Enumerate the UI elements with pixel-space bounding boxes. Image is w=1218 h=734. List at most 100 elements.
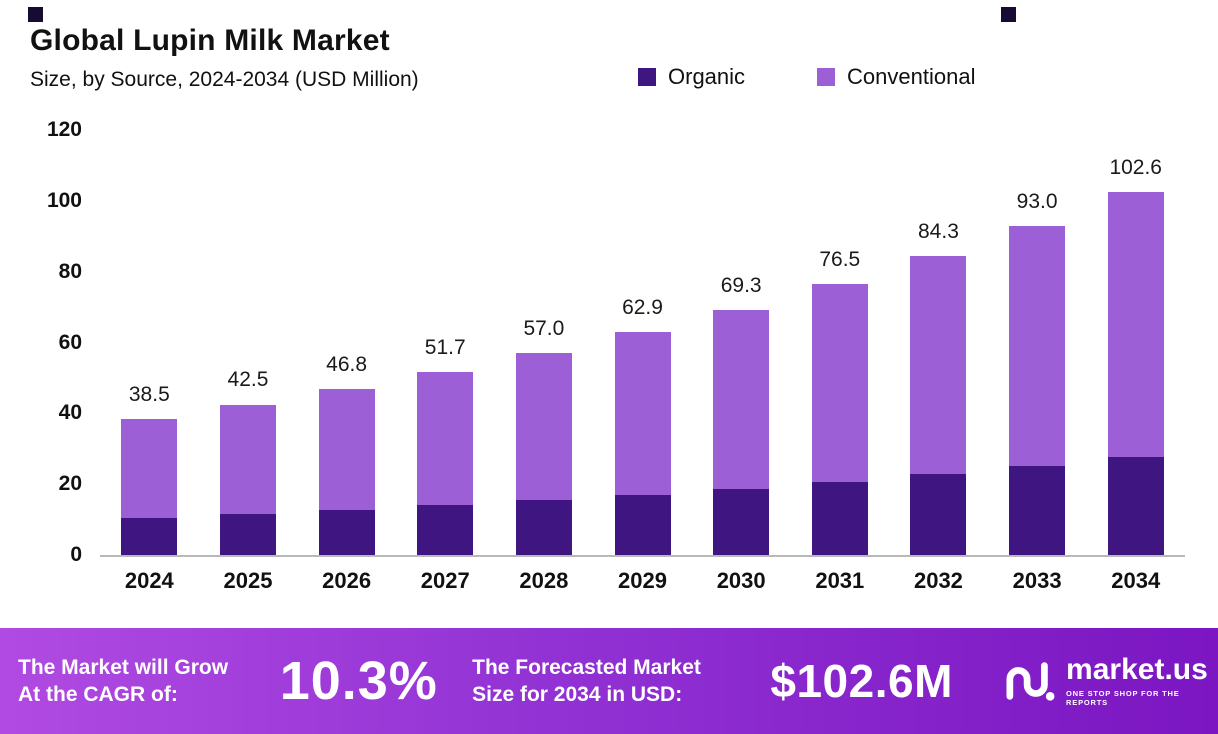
bar-stack: [1107, 191, 1164, 555]
bar-segment-conventional: [1009, 225, 1066, 467]
bar-group-2032: 84.3: [889, 130, 988, 555]
bar-segment-conventional: [417, 371, 474, 506]
x-tick-label-2032: 2032: [913, 568, 963, 593]
bar-total-label: 38.5: [128, 382, 170, 406]
bar-group-2033: 93.0: [988, 130, 1087, 555]
decor-square-right: [1001, 7, 1016, 22]
bar-segment-conventional: [515, 353, 572, 501]
bar-segment-organic: [318, 510, 375, 555]
y-axis: 0 20 40 60 80 100 120: [22, 118, 82, 566]
bar-total-label: 69.3: [720, 273, 762, 297]
y-tick-label: 80: [58, 259, 82, 283]
bar-segment-conventional: [811, 284, 868, 483]
chart-title: Global Lupin Milk Market: [30, 24, 390, 57]
footer-forecast-caption-line2: Size for 2034 in USD:: [472, 683, 683, 706]
bar-total-label: 57.0: [523, 317, 565, 341]
y-tick-label: 20: [58, 472, 82, 496]
x-tick-label-2031: 2031: [815, 568, 865, 593]
footer-cagr-value: 10.3%: [279, 651, 438, 711]
bar-segment-conventional: [121, 418, 178, 519]
bar-total-label: 84.3: [918, 220, 959, 244]
x-tick-label-2028: 2028: [519, 568, 569, 593]
plot-area: 38.5 42.5 46.8 51.7 57.0 62.9 69.3 76.5 84.3 93.0…: [100, 130, 1185, 557]
bar-segment-organic: [614, 494, 671, 555]
bar-segment-organic: [417, 505, 474, 555]
bar-segment-organic: [910, 474, 967, 555]
bar-stack: [515, 353, 572, 555]
y-tick-label: 0: [70, 543, 82, 566]
x-tick-label-2026: 2026: [322, 568, 372, 593]
bar-segment-organic: [713, 488, 770, 555]
legend-item-conventional: Conventional: [817, 64, 975, 90]
bar-group-2027: 51.7: [396, 130, 495, 555]
bar-total-label: 93.0: [1016, 189, 1058, 213]
x-tick-label-2024: 2024: [124, 568, 174, 593]
bar-segment-organic: [1107, 456, 1164, 555]
bar-segment-conventional: [614, 332, 671, 495]
organic-swatch-icon: [638, 68, 656, 86]
footer-banner: The Market will Grow At the CAGR of: 10.…: [0, 628, 1218, 734]
bar-segment-conventional: [318, 389, 375, 511]
conventional-swatch-icon: [817, 68, 836, 86]
bar-stack: [318, 389, 375, 555]
bar-segment-organic: [1009, 466, 1066, 555]
footer-forecast-value: $102.6M: [770, 655, 953, 707]
footer-cagr-caption: The Market will Grow At the CAGR of:: [18, 654, 280, 709]
bar-segment-conventional: [1107, 191, 1164, 457]
bar-group-2030: 69.3: [692, 130, 791, 555]
market-us-brand: market.us ONE STOP SHOP FOR THE REPORTS: [1006, 655, 1218, 707]
y-tick-label: 100: [46, 188, 82, 212]
bar-group-2031: 76.5: [790, 130, 889, 555]
legend-item-organic: Organic: [638, 64, 745, 90]
bar-stack: [811, 284, 868, 555]
bar-group-2025: 42.5: [199, 130, 298, 555]
bar-segment-organic: [811, 482, 868, 555]
x-tick-label-2033: 2033: [1012, 568, 1062, 593]
bar-total-label: 102.6: [1109, 155, 1162, 179]
legend-label-conventional: Conventional: [847, 64, 976, 89]
bar-total-label: 62.9: [622, 296, 663, 320]
legend: Organic Conventional: [638, 64, 975, 90]
decor-square-left: [28, 7, 43, 22]
bar-stack: [910, 256, 967, 555]
x-axis: 2024 2025 2026 2027 2028 2029 2030 2031 2032 2033…: [100, 568, 1185, 594]
x-tick-label-2030: 2030: [716, 568, 766, 593]
x-tick-label-2029: 2029: [618, 568, 667, 593]
footer-forecast-caption: The Forecasted Market Size for 2034 in U…: [472, 654, 770, 709]
bar-stack: [121, 418, 178, 555]
market-us-wordmark: market.us ONE STOP SHOP FOR THE REPORTS: [1066, 653, 1218, 708]
bar-stack: [1009, 225, 1066, 555]
chart-header: Global Lupin Milk Market Size, by Source…: [30, 24, 419, 92]
bar-group-2028: 57.0: [495, 130, 594, 555]
bar-group-2026: 46.8: [297, 130, 396, 555]
footer-cagr-caption-line2: At the CAGR of:: [18, 683, 178, 706]
bar-total-label: 46.8: [326, 353, 368, 377]
y-tick-label: 40: [58, 401, 82, 425]
bar-total-label: 76.5: [819, 248, 861, 272]
bar-segment-organic: [121, 518, 178, 555]
bar-stack: [417, 371, 474, 555]
x-tick-label-2025: 2025: [223, 568, 273, 593]
y-tick-label: 60: [58, 330, 82, 354]
x-tick-label-2034: 2034: [1111, 568, 1161, 593]
bar-stack: [614, 332, 671, 555]
bar-group-2029: 62.9: [593, 130, 692, 555]
bar-total-label: 42.5: [227, 368, 269, 392]
bar-segment-conventional: [910, 256, 967, 475]
market-us-logo-icon: [1006, 662, 1055, 701]
footer-forecast-caption-line1: The Forecasted Market: [472, 655, 701, 679]
bar-total-label: 51.7: [424, 335, 466, 359]
bar-segment-conventional: [219, 404, 276, 515]
bar-group-2034: 102.6: [1086, 130, 1185, 555]
brand-tagline: ONE STOP SHOP FOR THE REPORTS: [1066, 689, 1180, 707]
legend-label-organic: Organic: [668, 64, 746, 89]
footer-cagr-caption-line1: The Market will Grow: [18, 655, 229, 679]
bar-segment-conventional: [713, 309, 770, 489]
brand-name: market.us: [1066, 653, 1208, 686]
chart-subtitle: Size, by Source, 2024-2034 (USD Million): [30, 68, 419, 91]
y-tick-label: 120: [46, 118, 82, 141]
x-tick-label-2027: 2027: [420, 568, 470, 593]
bar-segment-organic: [515, 500, 572, 555]
bar-stack: [219, 404, 276, 555]
bar-group-2024: 38.5: [100, 130, 199, 555]
